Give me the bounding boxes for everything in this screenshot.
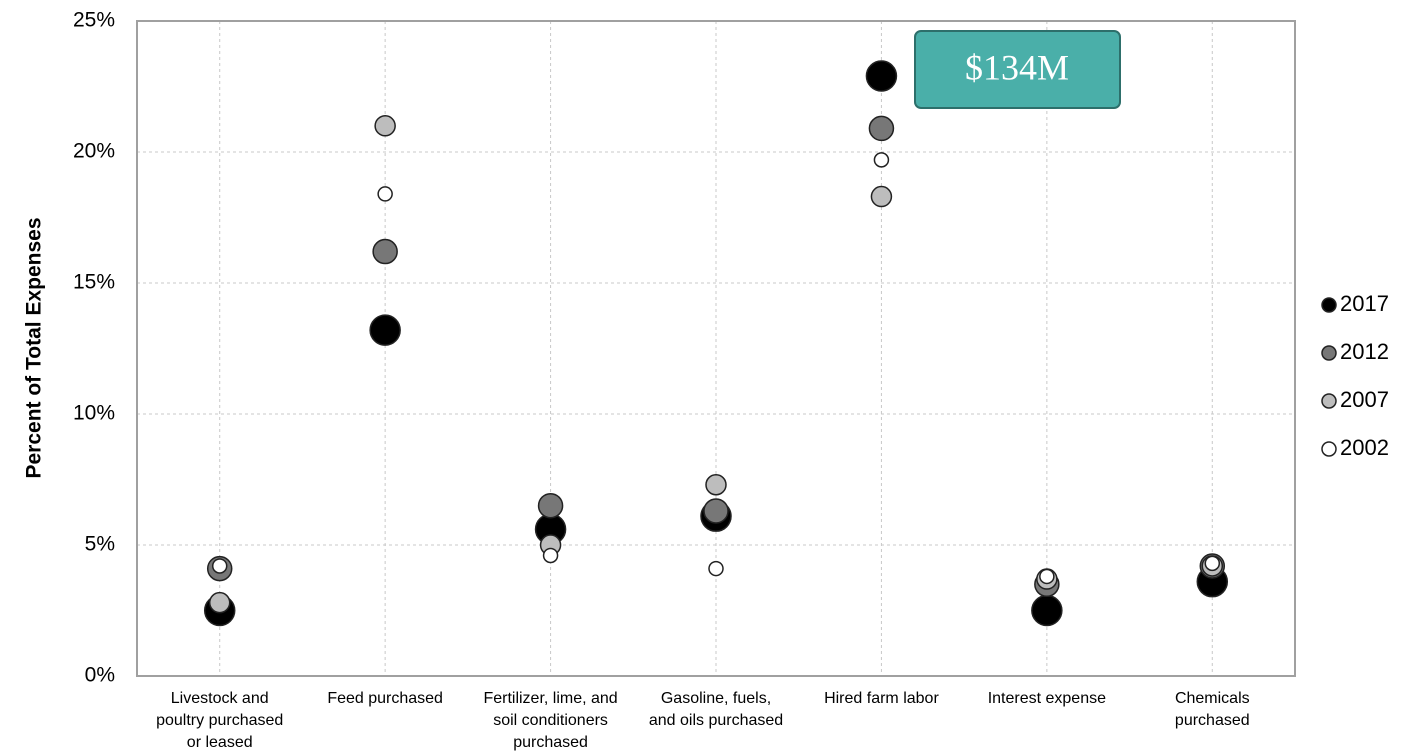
legend-label: 2007 <box>1340 387 1389 412</box>
y-tick-label: 5% <box>85 533 115 556</box>
legend-label: 2002 <box>1340 435 1389 460</box>
x-tick-label: Livestock and poultry purchased or leased <box>156 690 283 751</box>
dot <box>703 498 729 524</box>
legend-label: 2012 <box>1340 339 1389 364</box>
plot-border <box>136 20 1296 677</box>
dot <box>865 60 898 92</box>
dot <box>374 115 396 137</box>
y-tick-label: 25% <box>73 9 115 32</box>
dot <box>377 186 393 202</box>
dot <box>208 591 231 614</box>
legend-marker <box>1321 393 1337 409</box>
dot <box>873 152 890 168</box>
dot <box>1031 594 1063 627</box>
dot <box>708 560 724 577</box>
x-tick-label: Feed purchased <box>327 690 443 707</box>
y-tick-label: 15% <box>73 271 115 294</box>
dot <box>372 238 398 265</box>
dot <box>868 115 895 142</box>
x-tick-label: Chemicals purchased <box>1175 690 1250 729</box>
x-tick-label: Gasoline, fuels, and oils purchased <box>649 690 783 729</box>
dot <box>705 473 727 496</box>
dot <box>542 547 559 564</box>
annotation-box <box>914 30 1121 109</box>
dot <box>369 314 401 346</box>
y-axis-title: Percent of Total Expenses <box>23 217 46 478</box>
dot <box>211 558 228 574</box>
y-tick-label: 20% <box>73 140 115 163</box>
dot <box>870 185 893 208</box>
legend-marker <box>1321 441 1337 457</box>
annotation: $134M <box>965 47 1069 87</box>
dot <box>1039 568 1055 585</box>
y-tick-label: 0% <box>85 664 115 687</box>
y-tick-label: 10% <box>73 402 115 425</box>
x-tick-label: Interest expense <box>988 690 1106 707</box>
legend-marker <box>1321 345 1337 361</box>
dot <box>537 492 564 519</box>
legend-marker <box>1321 297 1337 313</box>
legend-label: 2017 <box>1340 291 1389 316</box>
x-tick-label: Hired farm labor <box>824 690 939 707</box>
x-tick-label: Fertilizer, lime, and soil conditioners pu… <box>483 690 617 751</box>
dot <box>1204 555 1221 572</box>
